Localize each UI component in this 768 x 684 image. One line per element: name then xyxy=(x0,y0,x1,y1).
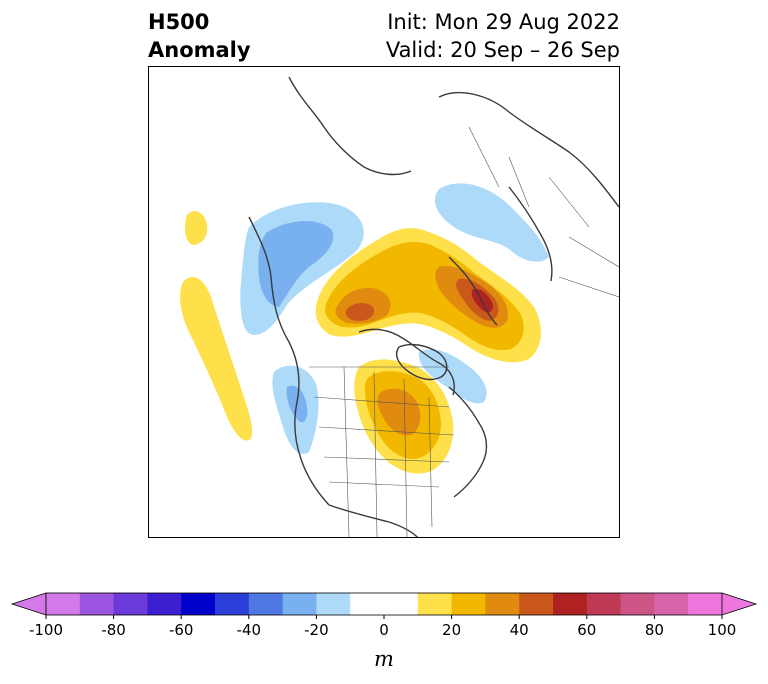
colorbar: -100 -80 -60 -40 -20 0 20 40 60 80 100 xyxy=(10,592,758,639)
colorbar-segment xyxy=(79,593,115,615)
coastlines xyxy=(248,76,619,537)
colorbar-segment xyxy=(586,593,622,615)
colorbar-tick-label: -60 xyxy=(169,621,194,639)
title-field-name: Anomaly xyxy=(148,38,251,62)
title-variable-name: H500 xyxy=(148,10,210,34)
colorbar-segment xyxy=(248,593,284,615)
colorbar-tick-label: -80 xyxy=(101,621,126,639)
colorbar-segment xyxy=(519,593,554,615)
colorbar-segment xyxy=(316,593,351,615)
colorbar-segment xyxy=(350,593,419,615)
colorbar-extend-low xyxy=(10,592,47,616)
map-canvas xyxy=(180,76,619,537)
colorbar-tick-label: 40 xyxy=(510,621,529,639)
colorbar-segment xyxy=(553,593,588,615)
anomaly-scandinavia-trough xyxy=(434,183,549,262)
colorbar-tick-label: -100 xyxy=(29,621,63,639)
colorbar-units-label: m xyxy=(374,647,394,671)
colorbar-tick-label: 60 xyxy=(577,621,596,639)
anomaly-hudson-bay-trough xyxy=(418,349,487,404)
colorbar-segment xyxy=(485,593,520,615)
colorbar-segment xyxy=(46,593,81,615)
map-panel xyxy=(148,66,620,538)
anomaly-alaska-siberia-ridge xyxy=(315,228,541,363)
colorbar-tick-label: 80 xyxy=(645,621,664,639)
title-dates: Init: Mon 29 Aug 2022 Valid: 20 Sep – 26… xyxy=(386,8,620,64)
anomaly-north-atlantic-trough xyxy=(240,202,364,335)
colorbar-tick-label: 100 xyxy=(708,621,737,639)
colorbar-segment xyxy=(147,593,182,615)
colorbar-segment xyxy=(113,593,148,615)
init-date: Init: Mon 29 Aug 2022 xyxy=(387,10,620,34)
colorbar-tick-label: 20 xyxy=(442,621,461,639)
title-variable: H500 Anomaly xyxy=(148,8,251,64)
colorbar-segment xyxy=(620,593,655,615)
anomaly-east-pacific-positive xyxy=(180,211,253,441)
colorbar-extend-high xyxy=(721,592,758,616)
colorbar-segment xyxy=(215,593,250,615)
political-borders xyxy=(309,126,619,537)
colorbar-tick-label: -40 xyxy=(237,621,262,639)
colorbar-segment xyxy=(181,593,216,615)
valid-range: Valid: 20 Sep – 26 Sep xyxy=(385,38,620,62)
anomaly-central-canada-ridge xyxy=(354,359,454,474)
colorbar-segment xyxy=(282,593,317,615)
colorbar-tick-label: -20 xyxy=(304,621,329,639)
colorbar-tick-label: 0 xyxy=(379,621,389,639)
colorbar-segment xyxy=(451,593,486,615)
colorbar-segment xyxy=(417,593,453,615)
colorbar-segment xyxy=(654,593,689,615)
colorbar-segment xyxy=(688,593,723,615)
